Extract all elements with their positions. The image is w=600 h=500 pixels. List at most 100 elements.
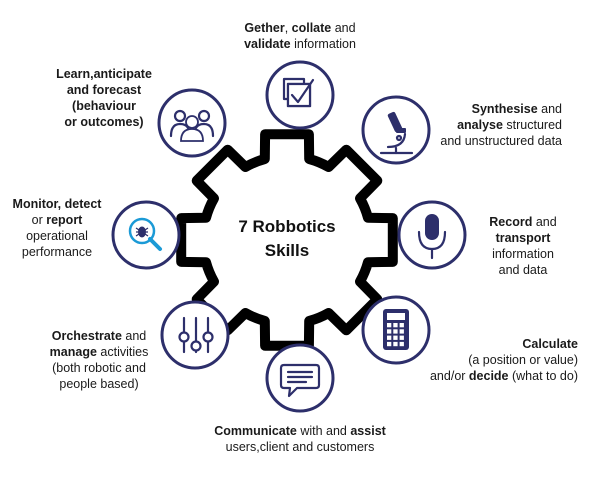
calculator-key <box>399 335 404 340</box>
skill-label-run: operational <box>26 229 88 243</box>
skill-label-line: manage activities <box>36 344 162 360</box>
skill-label-run: Monitor, detect <box>12 197 102 211</box>
skill-label-run: (what to do) <box>508 369 578 383</box>
skill-label-run: or outcomes) <box>64 115 144 129</box>
skill-label-line: and unstructured data <box>418 133 562 149</box>
skill-circle-orchestrate <box>160 300 230 370</box>
skill-circle-synthesise <box>361 95 431 165</box>
skill-label-run: Gether <box>244 21 285 35</box>
chat-bubble-icon <box>279 363 321 398</box>
skill-label-line: (both robotic and <box>36 360 162 376</box>
skill-label-line: Orchestrate and <box>36 328 162 344</box>
skill-label-run: validate <box>244 37 291 51</box>
skill-circle-gather <box>265 60 335 130</box>
skill-label-run: manage <box>49 345 97 359</box>
skill-label-run: and data <box>498 263 548 277</box>
skill-label-run: transport <box>495 231 551 245</box>
skill-label-run: decide <box>468 369 509 383</box>
skill-label-communicate: Communicate with and assist users,client … <box>190 423 410 455</box>
center-title-line1: 7 Robbotics <box>238 217 335 236</box>
skill-label-record: Record and transport information and data <box>468 214 578 278</box>
skill-label-line: (a position or value) <box>400 352 578 368</box>
skill-label-line: and forecast <box>40 82 168 98</box>
skill-label-line: performance <box>2 244 112 260</box>
skill-label-synthesise: Synthesise and analyse structured and unst… <box>418 101 562 149</box>
skill-label-run: Communicate <box>214 424 297 438</box>
skill-label-line: analyse structured <box>418 117 562 133</box>
skill-label-run: Learn,anticipate <box>56 67 152 81</box>
skill-label-run: people based) <box>59 377 139 391</box>
skill-label-calculate: Calculate (a position or value) and/or dec… <box>400 336 578 384</box>
skill-label-run: and <box>331 21 356 35</box>
calculator-key <box>393 329 398 334</box>
skill-label-line: validate information <box>218 36 382 52</box>
center-title-line2: Skills <box>265 241 309 260</box>
calculator-key <box>387 323 392 328</box>
skill-label-run: and unstructured data <box>440 134 562 148</box>
skill-circle-record <box>397 200 467 270</box>
skill-label-run: information <box>290 37 356 51</box>
microphone-icon <box>417 214 447 260</box>
skill-label-run: (a position or value) <box>468 353 578 367</box>
skill-label-gather: Gether, collate and validate information <box>218 20 382 52</box>
calculator-key <box>387 335 392 340</box>
calculator-key <box>393 341 398 347</box>
skill-label-line: and data <box>468 262 578 278</box>
skill-label-line: or report <box>2 212 112 228</box>
skill-label-line: and/or decide (what to do) <box>400 368 578 384</box>
skill-label-run: Calculate <box>522 337 578 351</box>
skill-label-run: users,client and customers <box>225 440 375 454</box>
calculator-key <box>387 329 392 334</box>
people-group-icon <box>169 109 215 142</box>
skill-label-line: information <box>468 246 578 262</box>
skill-circle-communicate <box>265 343 335 413</box>
sliders-icon <box>178 316 214 354</box>
skill-label-line: operational <box>2 228 112 244</box>
calculator-key <box>399 341 404 347</box>
skill-label-run: and/or <box>429 369 469 383</box>
skill-circle-learn <box>157 88 227 158</box>
calculator-key <box>393 323 398 328</box>
bug-magnifier-icon <box>128 217 162 251</box>
skill-label-line: Synthesise and <box>418 101 562 117</box>
skill-circle-calculate <box>361 295 431 365</box>
skill-label-run: (behaviour <box>72 99 136 113</box>
skill-label-monitor: Monitor, detect or report operational perfo… <box>2 196 112 260</box>
skill-label-run: and forecast <box>66 83 142 97</box>
skill-label-line: Learn,anticipate <box>40 66 168 82</box>
skill-label-line: or outcomes) <box>40 114 168 130</box>
skill-label-learn: Learn,anticipate and forecast (behaviour or… <box>40 66 168 130</box>
skill-label-run: (both robotic and <box>52 361 146 375</box>
skill-label-line: Record and <box>468 214 578 230</box>
calculator-icon <box>383 309 409 350</box>
skill-label-line: (behaviour <box>40 98 168 114</box>
skill-label-run: report <box>46 213 83 227</box>
skill-label-run: Orchestrate <box>51 329 122 343</box>
skill-label-line: transport <box>468 230 578 246</box>
skill-label-run: and <box>537 102 562 116</box>
skill-label-line: Calculate <box>400 336 578 352</box>
skill-label-orchestrate: Orchestrate and manage activities (both ro… <box>36 328 162 392</box>
gear-icon: 7 Robbotics Skills <box>176 129 398 351</box>
skill-label-line: Gether, collate and <box>218 20 382 36</box>
calculator-key <box>387 341 392 347</box>
skill-circle-monitor <box>111 200 181 270</box>
skill-label-run: , <box>284 21 292 35</box>
skill-label-line: Monitor, detect <box>2 196 112 212</box>
skill-label-run: and <box>532 215 557 229</box>
calculator-key <box>393 335 398 340</box>
skill-label-run: activities <box>96 345 149 359</box>
skill-label-line: users,client and customers <box>190 439 410 455</box>
calculator-key <box>399 329 404 334</box>
skill-label-run: performance <box>21 245 93 259</box>
skill-label-run: with and <box>296 424 351 438</box>
skill-label-run: or <box>31 213 47 227</box>
skill-label-run: and <box>121 329 147 343</box>
skill-label-run: analyse <box>457 118 503 132</box>
microscope-icon <box>379 111 414 155</box>
calculator-key <box>399 323 404 328</box>
skill-label-run: Synthesise <box>471 102 538 116</box>
skill-label-run: information <box>492 247 554 261</box>
